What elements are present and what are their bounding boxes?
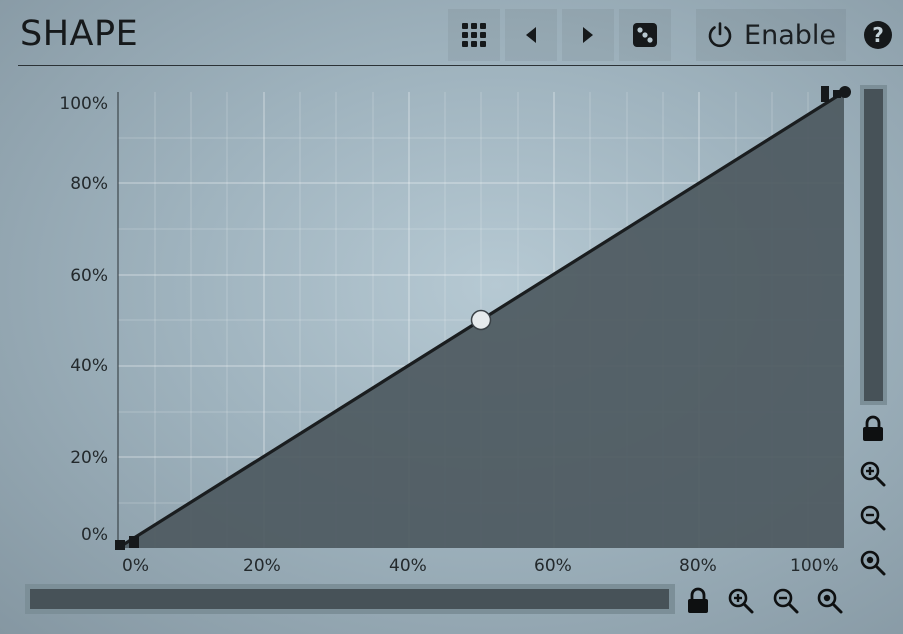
x-axis-label-0: 0% <box>122 556 149 576</box>
zoom-in-icon[interactable] <box>859 460 887 488</box>
vertical-scroll-thumb[interactable] <box>864 89 883 401</box>
vertical-scrollbar[interactable] <box>860 85 887 405</box>
start-point-handle[interactable] <box>115 536 139 550</box>
horizontal-scroll-thumb[interactable] <box>30 589 669 609</box>
panel-title: SHAPE <box>20 14 139 54</box>
x-axis-label-100: 100% <box>790 556 839 576</box>
randomize-button[interactable] <box>619 9 671 61</box>
lock-icon[interactable] <box>685 587 711 615</box>
zoom-fit-icon[interactable] <box>816 587 844 615</box>
x-axis-label-40: 40% <box>389 556 427 576</box>
help-button[interactable]: ? <box>860 9 896 61</box>
menu-button[interactable] <box>448 9 500 61</box>
end-point-handle[interactable] <box>821 86 851 102</box>
y-axis-label-0: 0% <box>81 525 108 545</box>
header: SHAPE Enable <box>0 0 903 66</box>
y-axis-label-80: 80% <box>70 174 108 194</box>
horizontal-scrollbar[interactable] <box>25 584 675 614</box>
y-axis-label-100: 100% <box>59 94 108 114</box>
help-icon: ? <box>864 21 892 49</box>
lock-icon[interactable] <box>860 415 886 443</box>
curve-mid-handle[interactable] <box>470 309 492 331</box>
enable-button[interactable]: Enable <box>696 9 846 61</box>
next-preset-button[interactable] <box>562 9 614 61</box>
zoom-out-icon[interactable] <box>772 587 800 615</box>
previous-preset-button[interactable] <box>505 9 557 61</box>
enable-label: Enable <box>744 19 836 51</box>
y-axis-label-60: 60% <box>70 266 108 286</box>
x-axis-label-20: 20% <box>243 556 281 576</box>
y-axis-label-40: 40% <box>70 356 108 376</box>
power-icon <box>708 22 732 48</box>
dice-randomize-icon <box>633 23 657 47</box>
zoom-out-icon[interactable] <box>859 504 887 532</box>
arrow-left-icon <box>526 27 536 43</box>
header-divider <box>18 65 903 66</box>
x-axis-label-80: 80% <box>679 556 717 576</box>
y-axis-label-20: 20% <box>70 448 108 468</box>
zoom-in-icon[interactable] <box>727 587 755 615</box>
x-axis-label-60: 60% <box>534 556 572 576</box>
zoom-fit-icon[interactable] <box>859 549 887 577</box>
arrow-right-icon <box>583 27 593 43</box>
grid-menu-icon <box>462 23 486 47</box>
